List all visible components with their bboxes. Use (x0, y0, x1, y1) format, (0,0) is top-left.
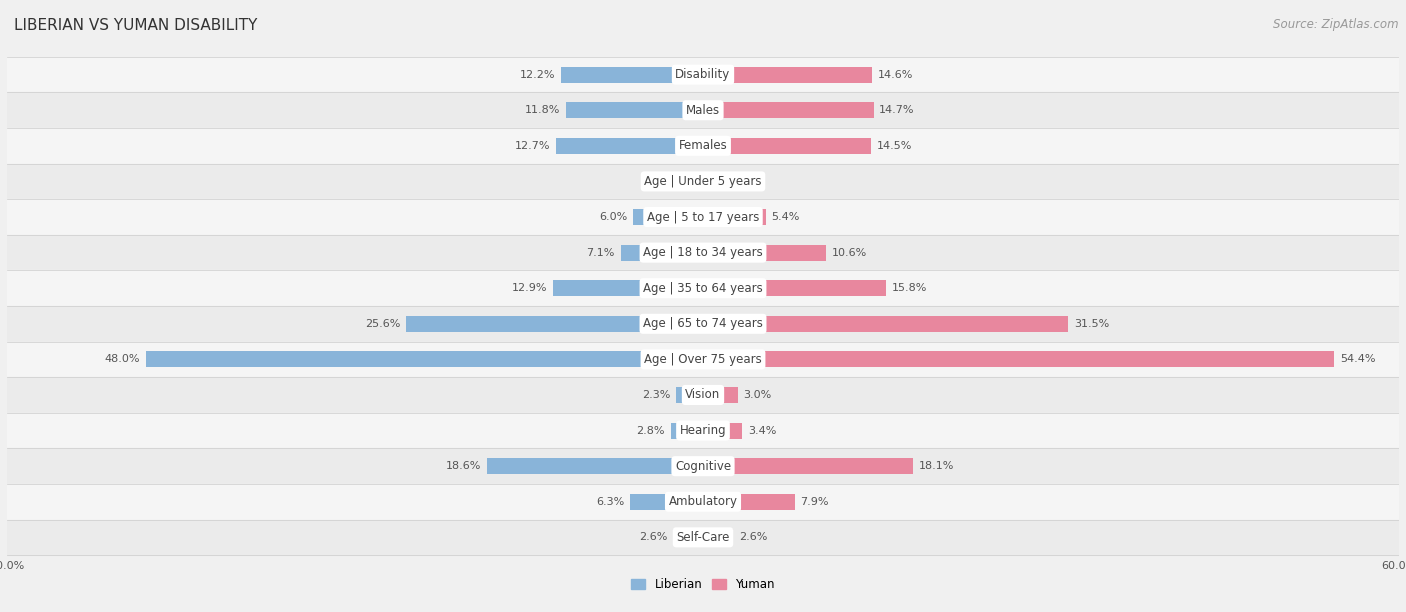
Bar (7, 306, 1399, 341)
Text: Age | Under 5 years: Age | Under 5 years (644, 175, 762, 188)
Text: 54.4%: 54.4% (1340, 354, 1375, 364)
Text: 12.7%: 12.7% (515, 141, 550, 151)
Text: Disability: Disability (675, 68, 731, 81)
Bar (630, 494, 703, 510)
Bar (555, 138, 703, 154)
Bar (671, 422, 703, 439)
Bar (703, 102, 873, 118)
Bar (703, 280, 886, 296)
Bar (488, 458, 703, 474)
Text: 1.3%: 1.3% (654, 176, 682, 187)
Text: 18.6%: 18.6% (446, 461, 481, 471)
Bar (7, 235, 1399, 271)
Text: Females: Females (679, 140, 727, 152)
Bar (703, 245, 825, 261)
Text: 3.4%: 3.4% (748, 425, 776, 436)
Text: Age | 18 to 34 years: Age | 18 to 34 years (643, 246, 763, 259)
Bar (7, 57, 1399, 92)
Bar (554, 280, 703, 296)
Legend: Liberian, Yuman: Liberian, Yuman (631, 578, 775, 591)
Text: 15.8%: 15.8% (891, 283, 928, 293)
Text: 18.1%: 18.1% (918, 461, 955, 471)
Bar (703, 351, 1334, 367)
Bar (7, 412, 1399, 449)
Bar (7, 341, 1399, 377)
Bar (633, 209, 703, 225)
Text: 0.95%: 0.95% (720, 176, 755, 187)
Text: 14.7%: 14.7% (879, 105, 915, 115)
Bar (620, 245, 703, 261)
Bar (406, 316, 703, 332)
Text: 2.3%: 2.3% (643, 390, 671, 400)
Text: 12.9%: 12.9% (512, 283, 547, 293)
Bar (7, 200, 1399, 235)
Text: 14.5%: 14.5% (877, 141, 912, 151)
Bar (703, 173, 714, 190)
Bar (703, 458, 912, 474)
Bar (146, 351, 703, 367)
Bar (7, 449, 1399, 484)
Bar (703, 529, 733, 545)
Bar (676, 387, 703, 403)
Text: 31.5%: 31.5% (1074, 319, 1109, 329)
Bar (703, 387, 738, 403)
Text: 11.8%: 11.8% (524, 105, 561, 115)
Text: 6.0%: 6.0% (599, 212, 627, 222)
Bar (703, 67, 872, 83)
Text: 2.8%: 2.8% (637, 425, 665, 436)
Text: 6.3%: 6.3% (596, 497, 624, 507)
Text: 7.9%: 7.9% (800, 497, 830, 507)
Text: 7.1%: 7.1% (586, 248, 614, 258)
Bar (688, 173, 703, 190)
Text: Self-Care: Self-Care (676, 531, 730, 544)
Bar (703, 316, 1069, 332)
Text: Age | 35 to 64 years: Age | 35 to 64 years (643, 282, 763, 295)
Bar (703, 138, 872, 154)
Bar (7, 377, 1399, 412)
Text: 10.6%: 10.6% (832, 248, 868, 258)
Text: Source: ZipAtlas.com: Source: ZipAtlas.com (1274, 18, 1399, 31)
Bar (673, 529, 703, 545)
Text: Cognitive: Cognitive (675, 460, 731, 472)
Text: 25.6%: 25.6% (366, 319, 401, 329)
Bar (7, 271, 1399, 306)
Bar (7, 163, 1399, 200)
Text: Hearing: Hearing (679, 424, 727, 437)
Text: 2.6%: 2.6% (740, 532, 768, 542)
Bar (567, 102, 703, 118)
Text: Vision: Vision (685, 389, 721, 401)
Bar (7, 128, 1399, 163)
Text: Age | 5 to 17 years: Age | 5 to 17 years (647, 211, 759, 223)
Text: 3.0%: 3.0% (744, 390, 772, 400)
Bar (7, 520, 1399, 555)
Text: 48.0%: 48.0% (105, 354, 141, 364)
Text: 2.6%: 2.6% (638, 532, 666, 542)
Text: LIBERIAN VS YUMAN DISABILITY: LIBERIAN VS YUMAN DISABILITY (14, 18, 257, 34)
Text: Age | Over 75 years: Age | Over 75 years (644, 353, 762, 366)
Bar (7, 484, 1399, 520)
Bar (7, 92, 1399, 128)
Text: 12.2%: 12.2% (520, 70, 555, 80)
Bar (703, 494, 794, 510)
Text: Age | 65 to 74 years: Age | 65 to 74 years (643, 317, 763, 330)
Text: 5.4%: 5.4% (772, 212, 800, 222)
Bar (703, 422, 742, 439)
Text: 14.6%: 14.6% (879, 70, 914, 80)
Text: Males: Males (686, 104, 720, 117)
Bar (703, 209, 766, 225)
Bar (561, 67, 703, 83)
Text: Ambulatory: Ambulatory (668, 495, 738, 508)
